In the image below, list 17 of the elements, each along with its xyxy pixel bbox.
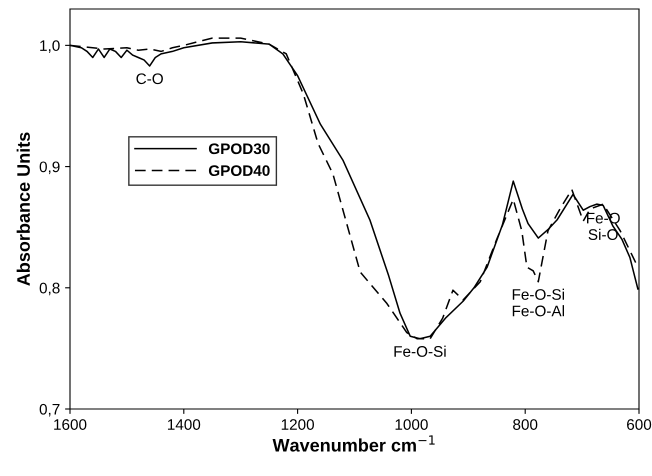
x-tick-label: 800 xyxy=(513,419,538,430)
y-tick-label: 1,0 xyxy=(40,40,60,53)
x-tick-label: 600 xyxy=(627,419,652,430)
y-tick-label: 0,8 xyxy=(40,282,60,296)
y-tick-label: 0,7 xyxy=(40,404,60,416)
annotation: Fe-O-Si xyxy=(394,346,446,357)
y-tick-label: 0,9 xyxy=(40,161,60,174)
legend-label: GPOD40 xyxy=(208,165,270,176)
x-axis-title: Wavenumber cm$^{−1}$ xyxy=(272,435,435,452)
x-tick-label: 1000 xyxy=(396,419,428,430)
annotation: C-O xyxy=(136,73,163,84)
annotation: Fe-O-Si Fe-O-Al xyxy=(512,288,564,316)
x-tick-label: 1200 xyxy=(282,419,314,430)
y-axis-title: Absorbance Units xyxy=(16,132,30,286)
x-tick-label: 1400 xyxy=(168,419,200,430)
x-tick-label: 1600 xyxy=(54,419,86,430)
legend-label: GPOD30 xyxy=(208,143,270,154)
